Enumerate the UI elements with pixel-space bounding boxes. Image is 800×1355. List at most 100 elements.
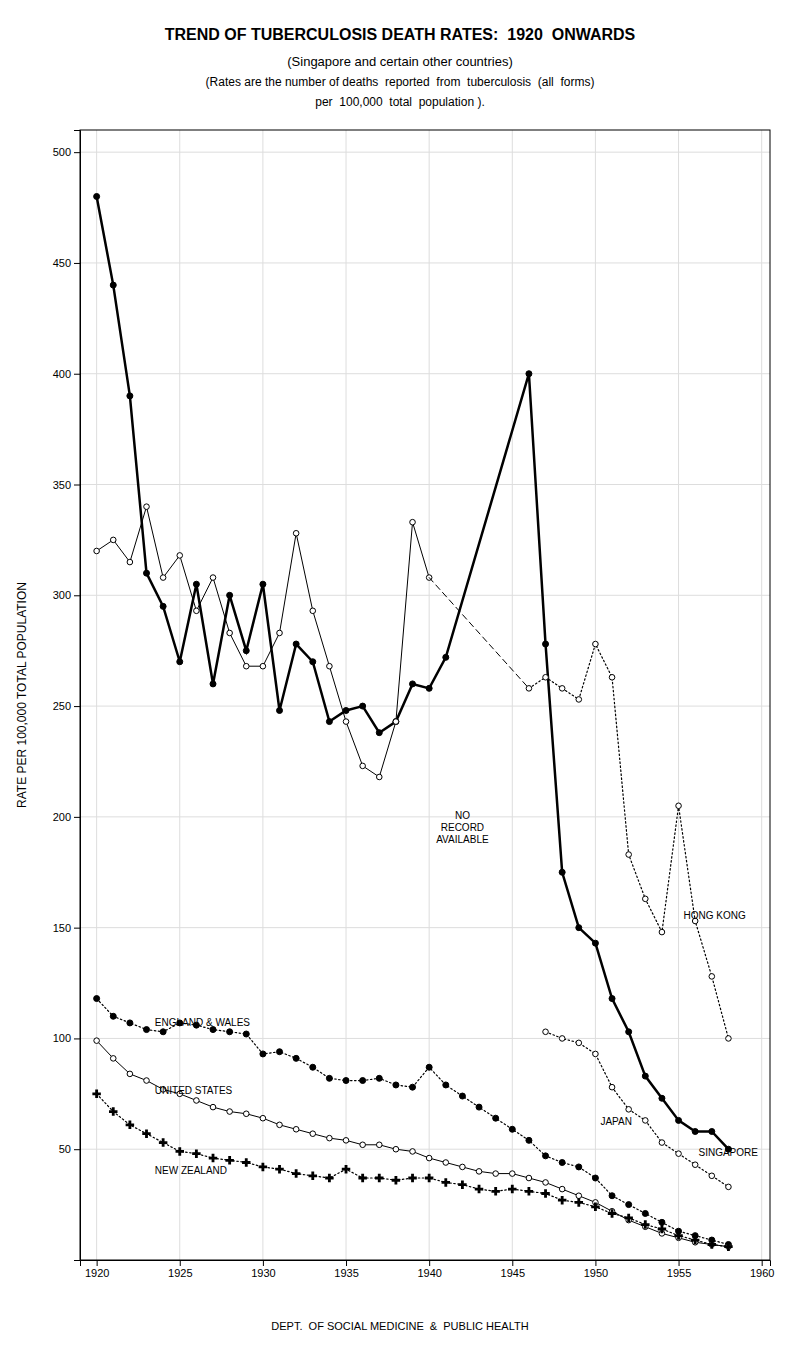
plot-frame bbox=[80, 130, 770, 1260]
tick-label: 1935 bbox=[334, 1267, 358, 1279]
tick-label: 350 bbox=[53, 479, 71, 491]
series-line bbox=[97, 999, 729, 1245]
point bbox=[576, 1193, 582, 1199]
point bbox=[676, 1151, 682, 1157]
point bbox=[708, 1240, 716, 1248]
point bbox=[608, 1209, 616, 1217]
point bbox=[609, 1193, 615, 1199]
tick: 1950 bbox=[584, 1260, 608, 1279]
point bbox=[458, 1180, 466, 1188]
grid-line bbox=[595, 130, 596, 1260]
point bbox=[410, 681, 416, 687]
point bbox=[194, 608, 200, 614]
point bbox=[410, 519, 416, 525]
point bbox=[609, 1084, 615, 1090]
point bbox=[326, 719, 332, 725]
point bbox=[310, 1131, 316, 1137]
point bbox=[342, 1165, 350, 1173]
series-line bbox=[546, 1032, 729, 1187]
tick: 100 bbox=[53, 1032, 80, 1044]
grid-line bbox=[80, 373, 770, 374]
grid-line bbox=[80, 706, 770, 707]
point bbox=[509, 1171, 515, 1177]
point bbox=[193, 581, 199, 587]
point bbox=[210, 681, 216, 687]
point bbox=[508, 1185, 516, 1193]
tick: 1925 bbox=[168, 1260, 192, 1279]
point bbox=[327, 1135, 333, 1141]
grid-line bbox=[80, 927, 770, 928]
tick: 200 bbox=[53, 811, 80, 823]
point bbox=[541, 1189, 549, 1197]
point bbox=[260, 1051, 266, 1057]
x-axis-line bbox=[81, 1261, 771, 1267]
tick: 300 bbox=[53, 589, 80, 601]
point bbox=[559, 1186, 565, 1192]
point bbox=[109, 1107, 117, 1115]
grid-line bbox=[346, 130, 347, 1260]
point bbox=[393, 1146, 399, 1152]
tick-mark bbox=[762, 1260, 763, 1266]
point bbox=[626, 1029, 632, 1035]
point bbox=[659, 1140, 665, 1146]
series-line bbox=[529, 644, 729, 1038]
point bbox=[343, 1138, 349, 1144]
point bbox=[593, 1051, 599, 1057]
point bbox=[210, 1104, 216, 1110]
point bbox=[376, 1142, 382, 1148]
grid-line bbox=[80, 1038, 770, 1039]
point bbox=[126, 1121, 134, 1129]
point bbox=[94, 996, 100, 1002]
grid-line bbox=[262, 130, 263, 1260]
annotations: NORECORDAVAILABLESINGAPOREHONG KONGJAPAN… bbox=[155, 810, 758, 1176]
point bbox=[94, 1038, 100, 1044]
point bbox=[692, 1162, 698, 1168]
point bbox=[426, 685, 432, 691]
tick-mark bbox=[429, 1260, 430, 1266]
point bbox=[642, 1073, 648, 1079]
tick-mark bbox=[679, 1260, 680, 1266]
point bbox=[142, 1129, 150, 1137]
tick-label: 250 bbox=[53, 700, 71, 712]
point bbox=[227, 592, 233, 598]
point bbox=[275, 1165, 283, 1173]
point bbox=[426, 1155, 432, 1161]
point bbox=[726, 1036, 732, 1042]
tick: 450 bbox=[53, 257, 80, 269]
tick-mark bbox=[74, 595, 80, 596]
point bbox=[243, 663, 249, 669]
point bbox=[593, 641, 599, 647]
plot-area bbox=[92, 193, 732, 1250]
point bbox=[558, 1196, 566, 1204]
point bbox=[110, 1056, 116, 1062]
annotation-line: AVAILABLE bbox=[436, 834, 489, 845]
point bbox=[325, 1174, 333, 1182]
point bbox=[127, 393, 133, 399]
point bbox=[726, 1184, 732, 1190]
point bbox=[724, 1242, 732, 1250]
annotation: NEW ZEALAND bbox=[155, 1165, 227, 1176]
point bbox=[192, 1149, 200, 1157]
tick: 1920 bbox=[85, 1260, 109, 1279]
point bbox=[94, 193, 100, 199]
point bbox=[626, 852, 632, 858]
point bbox=[609, 996, 615, 1002]
series-line bbox=[97, 1094, 729, 1247]
point bbox=[376, 730, 382, 736]
point bbox=[360, 1078, 366, 1084]
point bbox=[658, 1225, 666, 1233]
grid-line bbox=[80, 1149, 770, 1150]
point bbox=[92, 1090, 100, 1098]
x-axis: 192019251930193519401945195019551960 bbox=[81, 1260, 775, 1279]
tick-label: 1950 bbox=[584, 1267, 608, 1279]
point bbox=[592, 940, 598, 946]
title: TREND OF TUBERCULOSIS DEATH RATES: 1920 … bbox=[165, 26, 636, 43]
point bbox=[426, 1064, 432, 1070]
point bbox=[127, 1071, 133, 1077]
grid-line bbox=[429, 130, 430, 1260]
point bbox=[360, 763, 366, 769]
point bbox=[343, 708, 349, 714]
point bbox=[177, 553, 183, 559]
tick-mark bbox=[74, 1038, 80, 1039]
tick-label: 1930 bbox=[251, 1267, 275, 1279]
